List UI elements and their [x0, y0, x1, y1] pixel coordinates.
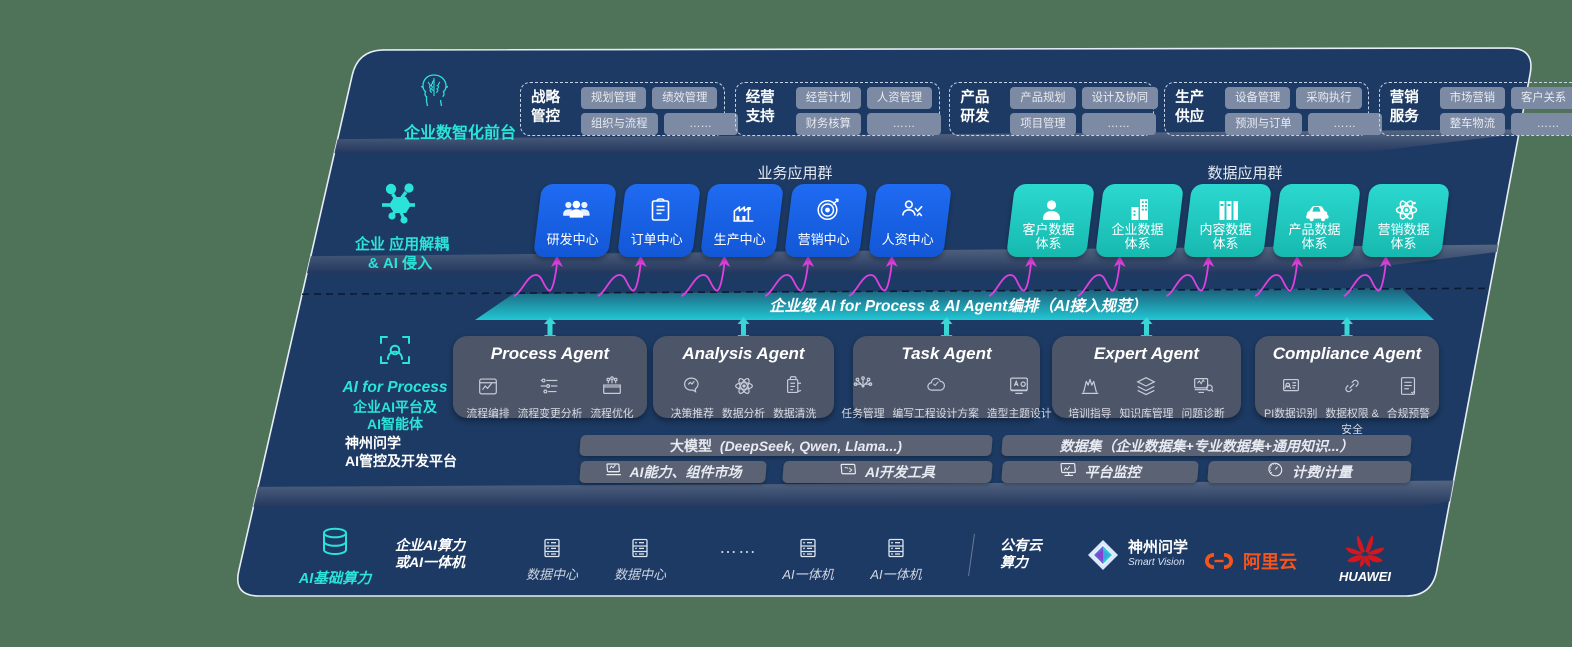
svg-text:企业级 AI for Process & AI Agent编: 企业级 AI for Process & AI Agent编排（AI接入规范）	[769, 297, 1147, 315]
